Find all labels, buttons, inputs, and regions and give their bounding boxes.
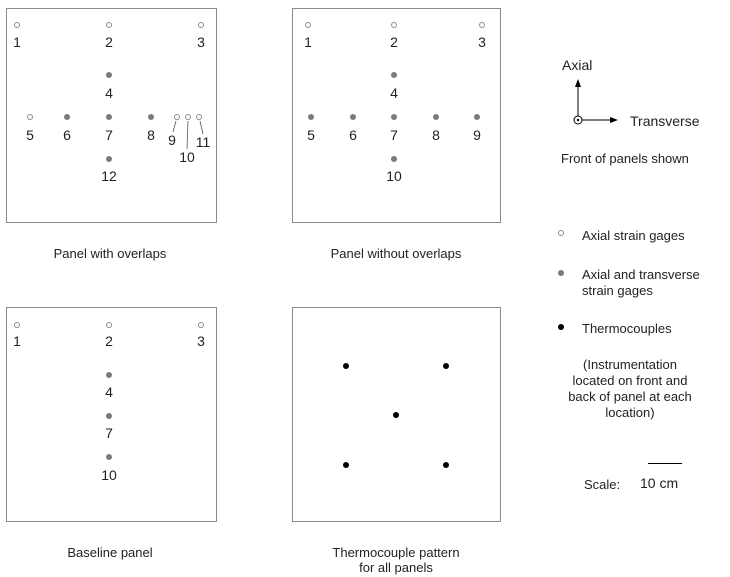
instrumentation-note: (Instrumentation located on front and ba…: [555, 357, 705, 421]
panel-caption: Thermocouple pattern for all panels: [332, 545, 459, 575]
gage-point: [106, 372, 112, 378]
thermocouple-point: [443, 363, 449, 369]
gage-label: 4: [390, 85, 398, 101]
gage-point: [391, 156, 397, 162]
gage-label: 12: [101, 168, 117, 184]
panel-with-overlaps: 1 2 3 4 5 6 7 8 9 10 11 12: [6, 8, 217, 223]
gage-label: 3: [197, 34, 205, 50]
gage-point: [391, 72, 397, 78]
gage-label: 9: [168, 132, 176, 148]
panel-without-overlaps: 1 2 3 4 5 6 7 8 9 10: [292, 8, 501, 223]
thermocouple-panel: [292, 307, 501, 522]
scale-bar: [648, 463, 682, 464]
gage-point: [27, 114, 33, 120]
gage-point: [106, 322, 112, 328]
gage-point: [14, 22, 20, 28]
thermocouple-point: [343, 363, 349, 369]
gage-label: 10: [179, 149, 195, 165]
gage-point: [185, 114, 191, 120]
gage-point: [106, 156, 112, 162]
caption-line: for all panels: [359, 560, 433, 575]
axial-axis-label: Axial: [562, 57, 593, 73]
gage-label: 6: [63, 127, 71, 143]
gage-point: [474, 114, 480, 120]
gage-label: 6: [349, 127, 357, 143]
gage-point: [14, 322, 20, 328]
biaxial-gage-legend-symbol: [558, 270, 564, 276]
gage-point: [174, 114, 180, 120]
gage-point: [106, 454, 112, 460]
gage-label: 2: [105, 34, 113, 50]
gage-label: 3: [478, 34, 486, 50]
scale-value: 10 cm: [640, 475, 679, 491]
gage-point: [148, 114, 154, 120]
gage-point: [196, 114, 202, 120]
gage-point: [305, 22, 311, 28]
gage-point: [308, 114, 314, 120]
gage-point: [198, 22, 204, 28]
gage-label: 5: [26, 127, 34, 143]
gage-point: [198, 322, 204, 328]
gage-label: 2: [105, 333, 113, 349]
panel-caption: Baseline panel: [67, 545, 153, 560]
thermocouple-point: [443, 462, 449, 468]
gage-label: 1: [304, 34, 312, 50]
panel-caption: Panel with overlaps: [53, 246, 167, 261]
gage-label: 7: [390, 127, 398, 143]
gage-label: 2: [390, 34, 398, 50]
biaxial-gage-legend-label: Axial and transverse strain gages: [582, 267, 700, 299]
gage-label: 4: [105, 384, 113, 400]
note-line: back of panel at each: [568, 389, 692, 404]
gage-label: 7: [105, 127, 113, 143]
thermocouple-legend-symbol: [558, 324, 564, 330]
gage-point: [433, 114, 439, 120]
note-line: (Instrumentation: [583, 357, 677, 372]
gage-label: 3: [197, 333, 205, 349]
gage-label: 1: [13, 333, 21, 349]
gage-label: 7: [105, 425, 113, 441]
note-line: located on front and: [572, 373, 688, 388]
gage-point: [106, 22, 112, 28]
gage-point: [391, 114, 397, 120]
gage-point: [64, 114, 70, 120]
gage-label: 5: [307, 127, 315, 143]
panel-caption: Panel without overlaps: [330, 246, 462, 261]
gage-point: [106, 114, 112, 120]
leader-lines: [172, 120, 204, 150]
gage-label: 9: [473, 127, 481, 143]
transverse-axis-label: Transverse: [630, 113, 700, 129]
gage-label: 1: [13, 34, 21, 50]
front-note: Front of panels shown: [561, 151, 689, 166]
gage-label: 11: [195, 134, 211, 150]
legend-line: Axial and transverse: [582, 267, 700, 282]
thermocouple-point: [393, 412, 399, 418]
note-line: location): [605, 405, 655, 420]
axial-gage-legend-symbol: [558, 230, 564, 236]
legend-line: strain gages: [582, 283, 653, 298]
axial-gage-legend-label: Axial strain gages: [582, 228, 685, 243]
gage-point: [106, 72, 112, 78]
thermocouple-legend-label: Thermocouples: [582, 321, 672, 336]
gage-point: [391, 22, 397, 28]
gage-label: 4: [105, 85, 113, 101]
gage-point: [106, 413, 112, 419]
caption-line: Thermocouple pattern: [332, 545, 460, 560]
thermocouple-point: [343, 462, 349, 468]
gage-label: 10: [386, 168, 402, 184]
baseline-panel: 1 2 3 4 7 10: [6, 307, 217, 522]
scale-label: Scale:: [584, 477, 621, 492]
gage-point: [350, 114, 356, 120]
gage-point: [479, 22, 485, 28]
gage-label: 8: [147, 127, 155, 143]
gage-label: 8: [432, 127, 440, 143]
gage-label: 10: [101, 467, 117, 483]
